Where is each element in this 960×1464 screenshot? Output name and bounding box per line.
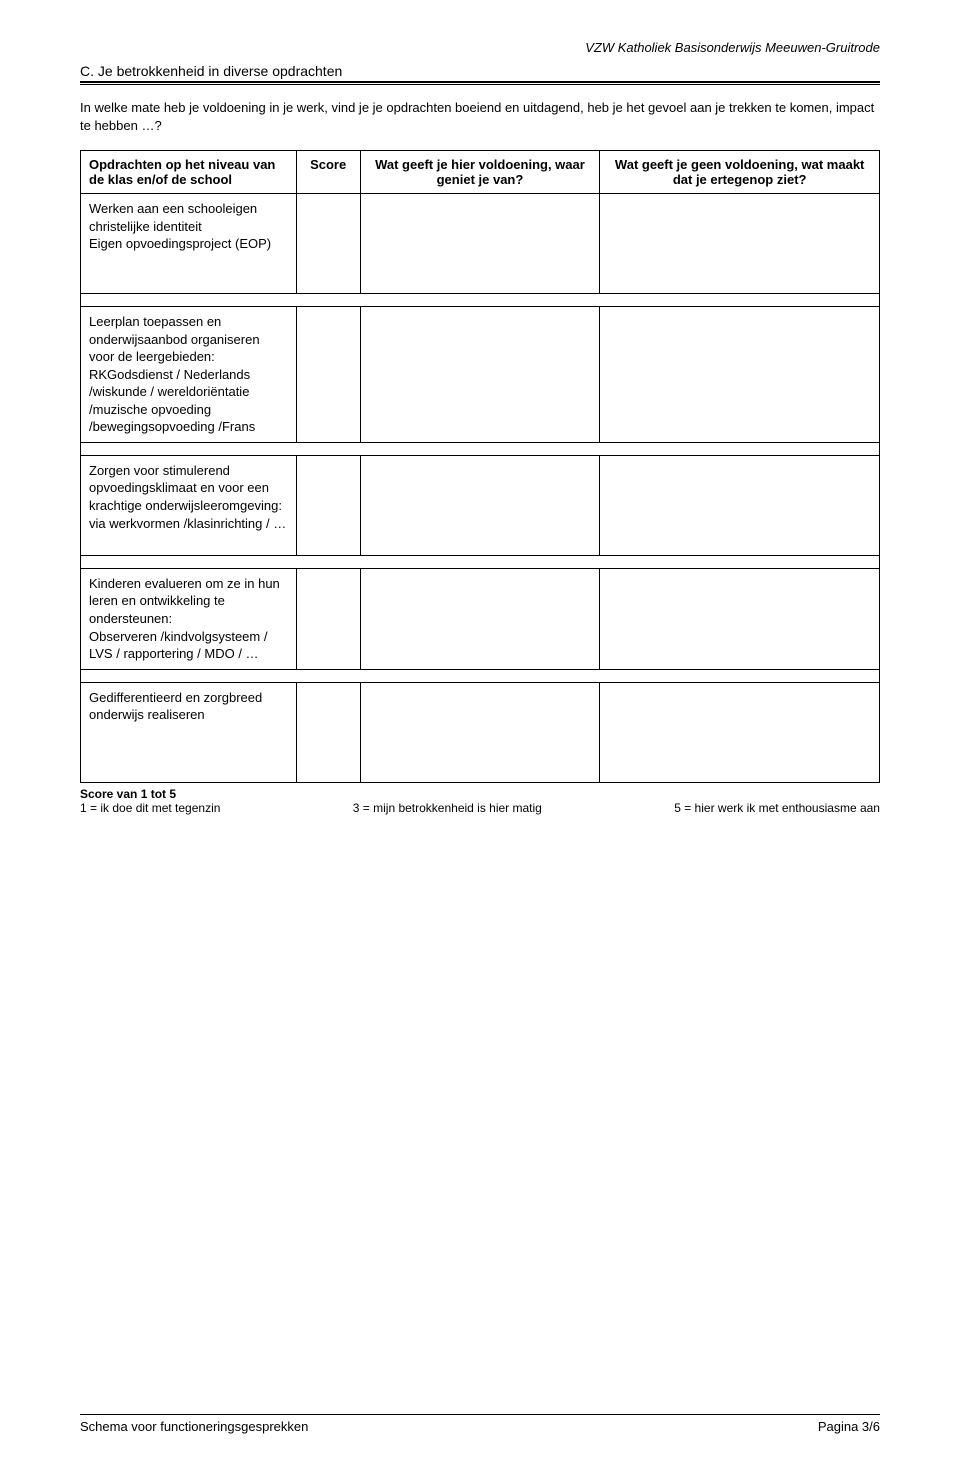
row-score-cell[interactable] (296, 194, 360, 294)
title-underline (80, 81, 880, 85)
row-negative-cell[interactable] (600, 682, 880, 782)
table-row: Werken aan een schooleigen christelijke … (81, 194, 880, 294)
table-header-row: Opdrachten op het niveau van de klas en/… (81, 151, 880, 194)
row-negative-cell[interactable] (600, 194, 880, 294)
legend-1: 1 = ik doe dit met tegenzin (80, 801, 220, 815)
row-negative-cell[interactable] (600, 455, 880, 555)
legend-5: 5 = hier werk ik met enthousiasme aan (674, 801, 880, 815)
col-header-score: Score (296, 151, 360, 194)
footer: Schema voor functioneringsgesprekken Pag… (80, 1414, 880, 1434)
row-negative-cell[interactable] (600, 307, 880, 443)
footer-left: Schema voor functioneringsgesprekken (80, 1419, 308, 1434)
row-label: Gedifferentieerd en zorgbreed onderwijs … (81, 682, 297, 782)
table-spacer (81, 442, 880, 455)
row-positive-cell[interactable] (360, 194, 600, 294)
row-score-cell[interactable] (296, 455, 360, 555)
legend-3: 3 = mijn betrokkenheid is hier matig (353, 801, 542, 815)
row-label: Zorgen voor stimulerend opvoedingsklimaa… (81, 455, 297, 555)
row-positive-cell[interactable] (360, 455, 600, 555)
row-positive-cell[interactable] (360, 568, 600, 669)
row-score-cell[interactable] (296, 568, 360, 669)
section-title: C. Je betrokkenheid in diverse opdrachte… (80, 63, 880, 79)
row-label: Leerplan toepassen en onderwijsaanbod or… (81, 307, 297, 443)
row-score-cell[interactable] (296, 307, 360, 443)
table-row: Leerplan toepassen en onderwijsaanbod or… (81, 307, 880, 443)
col-header-negative: Wat geeft je geen voldoening, wat maakt … (600, 151, 880, 194)
page: VZW Katholiek Basisonderwijs Meeuwen-Gru… (0, 0, 960, 1464)
col-header-positive: Wat geeft je hier voldoening, waar genie… (360, 151, 600, 194)
table-spacer (81, 294, 880, 307)
assignments-table: Opdrachten op het niveau van de klas en/… (80, 150, 880, 783)
row-label: Kinderen evalueren om ze in hun leren en… (81, 568, 297, 669)
table-spacer (81, 669, 880, 682)
row-score-cell[interactable] (296, 682, 360, 782)
table-row: Kinderen evalueren om ze in hun leren en… (81, 568, 880, 669)
score-legend: Score van 1 tot 5 1 = ik doe dit met teg… (80, 787, 880, 815)
section-intro: In welke mate heb je voldoening in je we… (80, 99, 880, 134)
table-spacer (81, 555, 880, 568)
footer-right: Pagina 3/6 (818, 1419, 880, 1434)
table-row: Zorgen voor stimulerend opvoedingsklimaa… (81, 455, 880, 555)
col-header-task: Opdrachten op het niveau van de klas en/… (81, 151, 297, 194)
header-org: VZW Katholiek Basisonderwijs Meeuwen-Gru… (80, 40, 880, 55)
row-negative-cell[interactable] (600, 568, 880, 669)
row-positive-cell[interactable] (360, 682, 600, 782)
table-row: Gedifferentieerd en zorgbreed onderwijs … (81, 682, 880, 782)
row-positive-cell[interactable] (360, 307, 600, 443)
legend-title: Score van 1 tot 5 (80, 787, 880, 801)
row-label: Werken aan een schooleigen christelijke … (81, 194, 297, 294)
